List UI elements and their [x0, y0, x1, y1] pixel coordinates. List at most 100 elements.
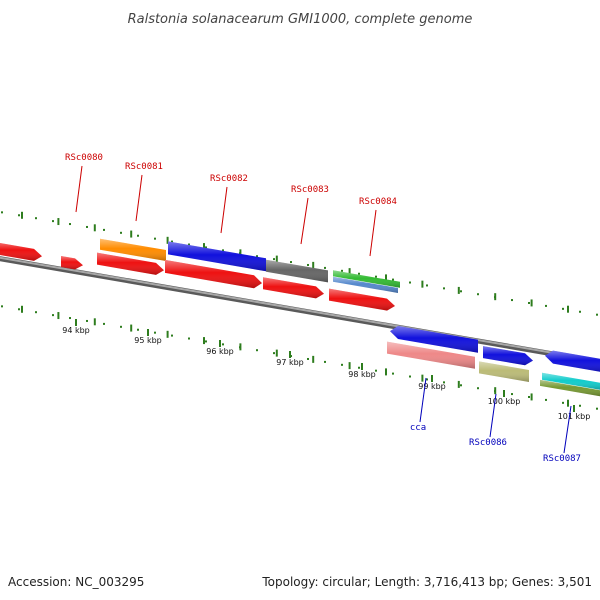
outer-scale-dot — [205, 246, 207, 249]
outer-scale-dot — [154, 237, 156, 240]
tick-label: 95 kbp — [134, 336, 162, 345]
accession-text: Accession: NC_003295 — [8, 575, 144, 589]
feature-gray-block-shade — [266, 259, 328, 283]
forward-inner-track — [97, 252, 395, 311]
inner-scale-dot — [528, 395, 530, 398]
tick-label: 94 kbp — [62, 326, 90, 335]
outer-scale-dot — [545, 304, 547, 307]
inner-scale-dot — [409, 375, 411, 378]
outer-scale-dot — [324, 266, 326, 269]
tick-label: 100 kbp — [488, 397, 521, 406]
inner-scale-dot — [273, 352, 275, 355]
gene-label-reverse[interactable]: cca — [410, 423, 426, 433]
outer-scale-dot — [460, 290, 462, 293]
gene-label-forward[interactable]: RSc0080 — [65, 153, 103, 163]
inner-scale-dot — [120, 325, 122, 328]
outer-scale-dot — [562, 307, 564, 310]
inner-scale-dot — [324, 360, 326, 363]
outer-scale-dot — [511, 299, 513, 302]
inner-scale-dot — [1, 305, 3, 308]
tick-label: 98 kbp — [348, 370, 376, 379]
outer-scale-dots — [1, 211, 598, 316]
inner-scale-dot — [477, 387, 479, 390]
forward-outer-track — [0, 238, 400, 293]
inner-scale-dot — [103, 322, 105, 325]
tick-label: 97 kbp — [276, 358, 304, 367]
feature-orange-block-shade — [100, 238, 166, 262]
feature-red-arrow-shade — [165, 259, 262, 289]
outer-scale-dot — [392, 278, 394, 281]
gene-leader-line — [489, 393, 497, 438]
inner-scale-dot — [171, 334, 173, 337]
reverse-inner-track — [390, 325, 600, 372]
reverse-outer-track — [387, 341, 600, 397]
outer-scale-dot — [18, 214, 20, 217]
gene-label-forward[interactable]: RSc0082 — [210, 174, 248, 184]
inner-scale-dot — [154, 331, 156, 334]
genome-summary-text: Topology: circular; Length: 3,716,413 bp… — [261, 575, 592, 589]
inner-scale-dot — [579, 404, 581, 407]
inner-scale-dot — [222, 343, 224, 346]
gene-label-forward[interactable]: RSc0083 — [291, 185, 329, 195]
inner-scale-dot — [562, 401, 564, 404]
feature-steelblue-block-shade — [333, 276, 398, 293]
gene-label-forward[interactable]: RSc0081 — [125, 162, 163, 172]
feature-cyan-block-shade — [542, 372, 600, 390]
outer-scale-dot — [307, 263, 309, 266]
feature-red-arrow-shade — [329, 288, 395, 311]
outer-scale-dot — [341, 269, 343, 272]
inner-scale-dot — [545, 398, 547, 401]
outer-scale-dot — [103, 228, 105, 231]
inner-scale-dot — [426, 378, 428, 381]
outer-scale-dot — [137, 234, 139, 237]
feature-red-arrow-shade — [0, 243, 42, 261]
inner-scale-dot — [52, 314, 54, 317]
outer-scale-dot — [477, 293, 479, 296]
feature-red-arrow-shade — [61, 255, 83, 270]
inner-scale-dot — [86, 319, 88, 322]
feature-blue-arrow-shade — [545, 350, 600, 372]
gene-label-reverse[interactable]: RSc0086 — [469, 438, 507, 448]
gene-leader-line — [300, 197, 309, 245]
outer-scale-dot — [358, 272, 360, 275]
inner-scale-dot — [69, 317, 71, 320]
outer-scale-dot — [409, 281, 411, 284]
inner-scale-dot — [358, 366, 360, 369]
feature-olive-block-shade — [540, 379, 600, 397]
gene-leader-line — [220, 186, 228, 234]
outer-scale-dot — [188, 243, 190, 246]
feature-green-block-shade — [333, 270, 400, 288]
inner-scale-dots — [1, 305, 598, 410]
outer-scale-dot — [222, 249, 224, 252]
feature-blue-arrow-shade — [390, 325, 478, 353]
outer-scale-dot — [443, 287, 445, 290]
inner-scale-dot — [188, 337, 190, 340]
outer-scale-dot — [375, 275, 377, 278]
feature-pink-block-shade — [387, 341, 475, 369]
outer-scale-dot — [579, 310, 581, 313]
inner-scale-dot — [307, 357, 309, 360]
outer-scale-dot — [52, 220, 54, 223]
outer-scale-dot — [120, 231, 122, 234]
gene-leader-line — [419, 377, 427, 423]
tick-label: 99 kbp — [418, 382, 446, 391]
gene-leader-line — [135, 174, 143, 222]
outer-scale-dot — [528, 301, 530, 304]
gene-label-reverse[interactable]: RSc0087 — [543, 454, 581, 464]
inner-scale-dot — [511, 393, 513, 396]
inner-scale-dot — [443, 381, 445, 384]
outer-scale-dot — [256, 255, 258, 258]
inner-scale-dot — [137, 328, 139, 331]
outer-scale-dot — [1, 211, 3, 214]
tick-label: 101 kbp — [558, 412, 591, 421]
gene-labels: RSc0080 RSc0081 RSc0082 RSc0083 RSc0084 cca RS… — [65, 153, 581, 464]
outer-scale-dot — [35, 217, 37, 220]
gene-label-forward[interactable]: RSc0084 — [359, 197, 397, 207]
feature-blue-arrow-shade — [483, 346, 533, 366]
inner-scale-dot — [460, 384, 462, 387]
inner-scale-dot — [341, 363, 343, 366]
map-title: Ralstonia solanacearum GMI1000, complete… — [128, 12, 473, 27]
gene-leader-line — [369, 209, 377, 257]
tick-label: 96 kbp — [206, 347, 234, 356]
